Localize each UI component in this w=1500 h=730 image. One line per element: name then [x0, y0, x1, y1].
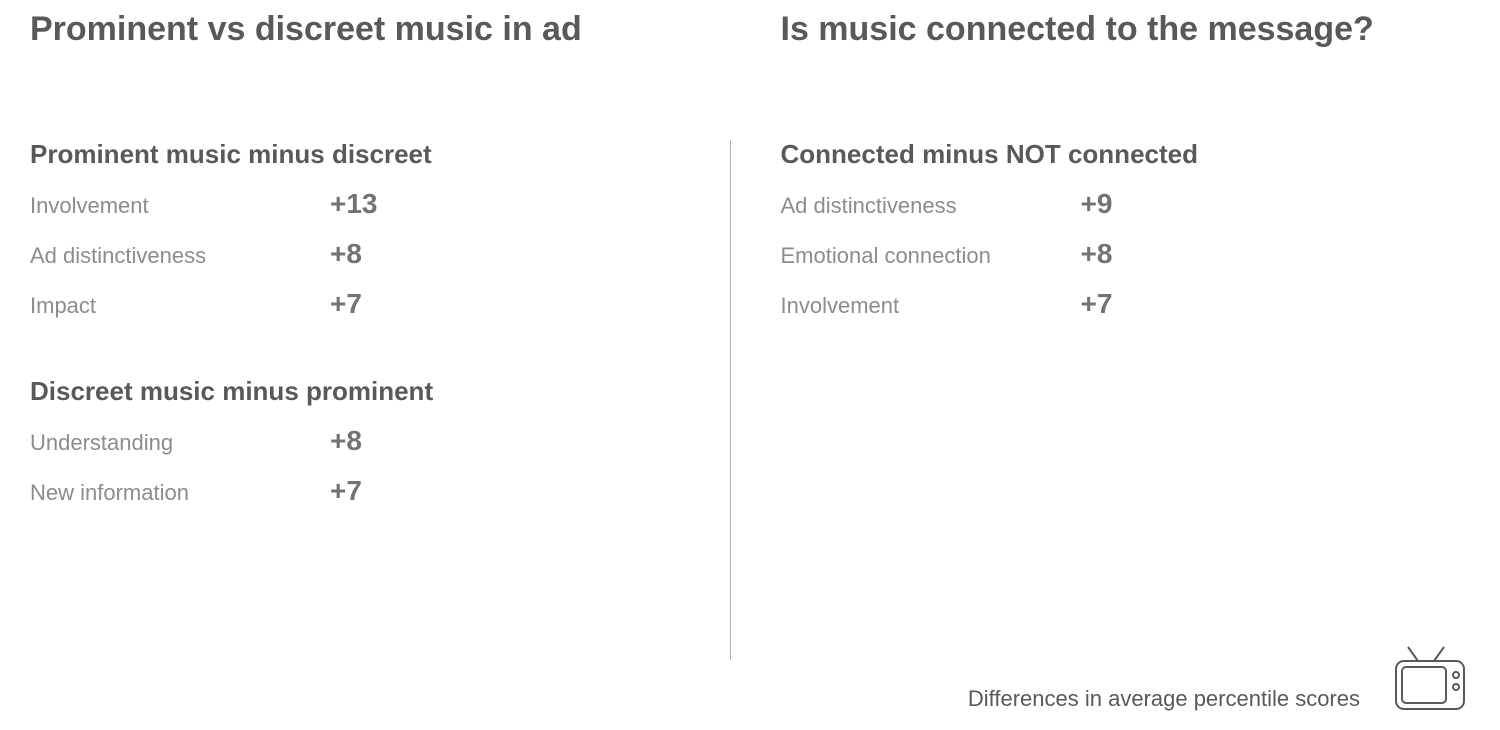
- metric-row: Ad distinctiveness +9: [781, 188, 1441, 220]
- metric-value: +8: [330, 425, 410, 457]
- metric-value: +7: [330, 288, 410, 320]
- metric-value: +8: [330, 238, 410, 270]
- metric-value: +7: [330, 475, 410, 507]
- metric-label: Ad distinctiveness: [781, 193, 1081, 219]
- metric-row: Involvement +7: [781, 288, 1441, 320]
- metric-value: +9: [1081, 188, 1161, 220]
- metric-label: New information: [30, 480, 330, 506]
- metric-label: Impact: [30, 293, 330, 319]
- metric-label: Understanding: [30, 430, 330, 456]
- metric-value: +13: [330, 188, 410, 220]
- right-column: Is music connected to the message? Conne…: [731, 0, 1481, 730]
- metric-value: +8: [1081, 238, 1161, 270]
- metric-label: Emotional connection: [781, 243, 1081, 269]
- metric-row: New information +7: [30, 475, 690, 507]
- metric-label: Involvement: [781, 293, 1081, 319]
- left-column: Prominent vs discreet music in ad Promin…: [20, 0, 730, 730]
- metric-label: Involvement: [30, 193, 330, 219]
- metric-label: Ad distinctiveness: [30, 243, 330, 269]
- content-container: Prominent vs discreet music in ad Promin…: [0, 0, 1500, 730]
- left-title: Prominent vs discreet music in ad: [30, 10, 690, 49]
- metric-row: Understanding +8: [30, 425, 690, 457]
- metric-row: Ad distinctiveness +8: [30, 238, 690, 270]
- metric-value: +7: [1081, 288, 1161, 320]
- footnote-text: Differences in average percentile scores: [968, 686, 1360, 712]
- tv-icon: [1390, 643, 1470, 718]
- left-group2-heading: Discreet music minus prominent: [30, 376, 690, 407]
- right-group1-heading: Connected minus NOT connected: [781, 139, 1441, 170]
- metric-row: Emotional connection +8: [781, 238, 1441, 270]
- right-title: Is music connected to the message?: [781, 10, 1441, 49]
- metric-row: Involvement +13: [30, 188, 690, 220]
- left-group1-heading: Prominent music minus discreet: [30, 139, 690, 170]
- metric-row: Impact +7: [30, 288, 690, 320]
